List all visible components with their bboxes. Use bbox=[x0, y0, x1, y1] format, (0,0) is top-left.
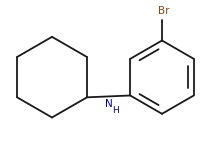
Text: N: N bbox=[105, 99, 113, 109]
Text: H: H bbox=[112, 106, 119, 115]
Text: Br: Br bbox=[158, 6, 169, 16]
